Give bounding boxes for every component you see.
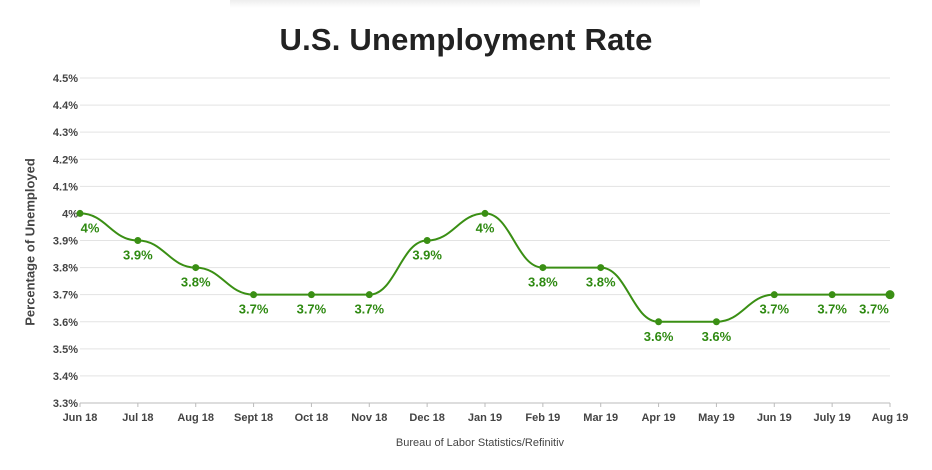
x-tick-label: Dec 18	[409, 412, 444, 424]
x-tick-label: Feb 19	[525, 412, 560, 424]
chart-title: U.S. Unemployment Rate	[279, 22, 653, 57]
x-tick-label: Jun 18	[63, 412, 98, 424]
x-tick-label: Oct 18	[295, 412, 329, 424]
data-label: 3.7%	[239, 302, 269, 317]
y-tick-label: 4.1%	[53, 181, 78, 193]
data-point	[76, 209, 84, 217]
y-tick-label: 3.8%	[53, 263, 78, 275]
data-point	[885, 290, 895, 300]
y-tick-label: 3.9%	[53, 236, 78, 248]
data-label: 4%	[476, 220, 495, 235]
y-tick-label: 3.5%	[53, 344, 78, 356]
data-label: 3.7%	[297, 302, 327, 317]
data-point	[539, 264, 547, 272]
x-tick-label: Sept 18	[234, 412, 273, 424]
x-tick-label: Jul 18	[122, 412, 153, 424]
x-tick-label: Jan 19	[468, 412, 502, 424]
data-point	[597, 264, 605, 272]
x-tick-label: Apr 19	[641, 412, 675, 424]
data-point	[250, 291, 258, 299]
data-point	[134, 237, 142, 244]
data-point	[712, 318, 720, 326]
y-tick-label: 3.7%	[53, 290, 78, 302]
x-tick-label: Mar 19	[583, 412, 618, 424]
data-label: 3.8%	[528, 275, 558, 290]
data-points	[76, 209, 895, 326]
y-tick-label: 4.4%	[53, 100, 78, 112]
y-tick-labels: 3.3% 3.4% 3.5% 3.6% 3.7% 3.8% 3.9% 4% 4.1% 4.2% 4.…	[53, 73, 78, 410]
data-label: 3.8%	[181, 275, 211, 290]
x-tick-label: May 19	[698, 412, 735, 424]
data-point	[365, 291, 373, 299]
data-label: 3.9%	[412, 248, 442, 263]
data-label: 3.6%	[702, 329, 732, 344]
y-tick-label: 3.4%	[53, 371, 78, 383]
data-label: 3.7%	[817, 302, 847, 317]
data-point	[770, 291, 778, 299]
data-label: 4%	[81, 220, 100, 235]
y-tick-label: 3.6%	[53, 317, 78, 329]
gridlines	[80, 77, 890, 404]
x-tick-label: Jun 19	[757, 412, 792, 424]
data-point	[828, 291, 836, 299]
y-tick-label: 4.5%	[53, 73, 78, 85]
source-note: Bureau of Labor Statistics/Refinitiv	[395, 437, 565, 449]
data-label: 3.7%	[354, 302, 384, 317]
data-label: 3.8%	[586, 275, 616, 290]
data-point	[481, 209, 489, 217]
data-point	[423, 237, 431, 244]
y-tick-label: 4.3%	[53, 127, 78, 139]
x-tick-labels: Jun 18 Jul 18 Aug 18 Sept 18 Oct 18 Nov 18 Dec…	[63, 403, 909, 424]
y-tick-label: 4%	[62, 208, 78, 220]
x-tick-label: Aug 19	[872, 412, 909, 424]
data-label: 3.6%	[644, 329, 674, 344]
x-tick-label: July 19	[813, 412, 850, 424]
data-point	[655, 318, 663, 326]
data-labels: 4% 3.9% 3.8% 3.7% 3.7% 3.7% 3.9% 4% 3.8% 3.8% 3.6%…	[81, 220, 890, 343]
data-point	[192, 264, 200, 272]
y-tick-label: 3.3%	[53, 398, 78, 410]
x-tick-label: Nov 18	[351, 412, 387, 424]
top-shade	[230, 0, 700, 8]
x-tick-label: Aug 18	[177, 412, 214, 424]
data-label: 3.7%	[759, 302, 789, 317]
data-label: 3.7%	[859, 302, 889, 317]
data-point	[307, 291, 315, 299]
y-tick-label: 4.2%	[53, 154, 78, 166]
data-label: 3.9%	[123, 248, 153, 263]
